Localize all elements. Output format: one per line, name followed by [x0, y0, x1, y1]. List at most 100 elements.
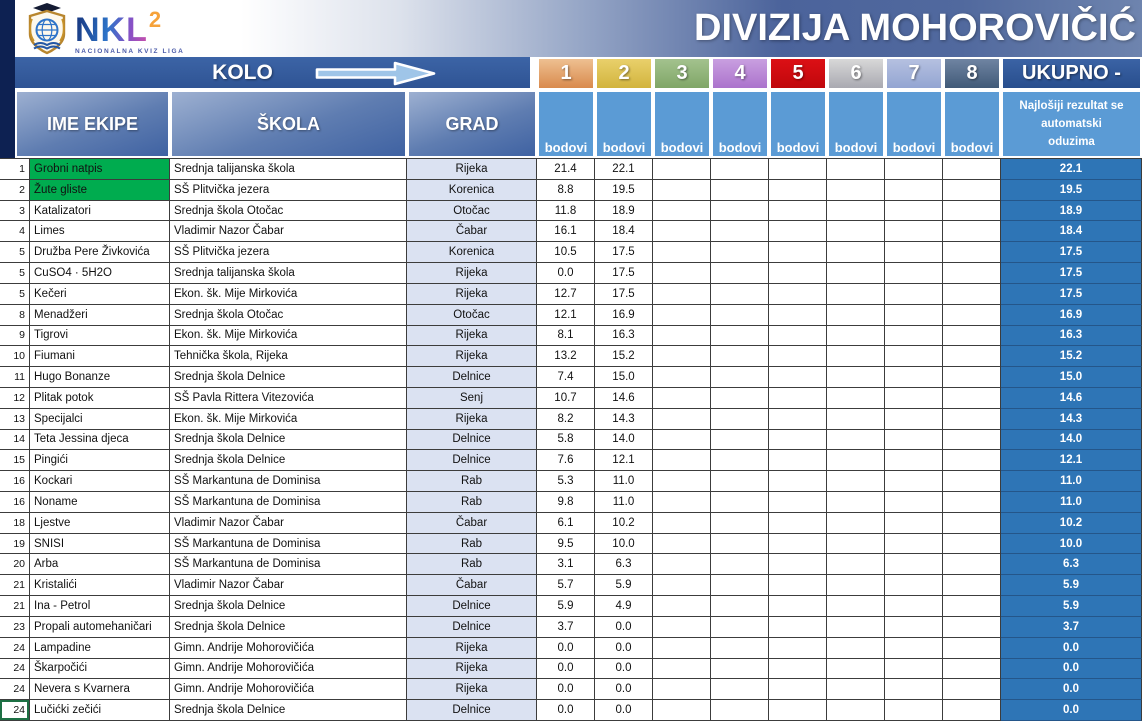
city-cell[interactable]: Senj: [407, 387, 537, 409]
team-name-cell[interactable]: Fiumani: [30, 346, 170, 368]
score-cell[interactable]: 19.5: [595, 179, 653, 201]
score-cell[interactable]: [827, 325, 885, 347]
score-cell[interactable]: [827, 575, 885, 597]
score-cell[interactable]: [885, 263, 943, 284]
score-cell[interactable]: [885, 575, 943, 597]
rank-cell[interactable]: 10: [0, 346, 30, 368]
score-cell[interactable]: [711, 242, 769, 264]
team-name-cell[interactable]: Noname: [30, 492, 170, 513]
round-5-header[interactable]: 5: [769, 57, 827, 90]
city-cell[interactable]: Rab: [407, 471, 537, 492]
score-cell[interactable]: [943, 387, 1001, 409]
score-cell[interactable]: [885, 658, 943, 680]
score-cell[interactable]: [885, 700, 943, 721]
score-cell[interactable]: 14.0: [595, 429, 653, 451]
score-cell[interactable]: [885, 367, 943, 388]
score-cell[interactable]: 5.9: [537, 596, 595, 617]
score-cell[interactable]: [711, 679, 769, 701]
score-cell[interactable]: [827, 387, 885, 409]
score-cell[interactable]: 6.1: [537, 512, 595, 534]
score-cell[interactable]: [711, 492, 769, 513]
score-cell[interactable]: 0.0: [595, 679, 653, 701]
score-cell[interactable]: [827, 159, 885, 180]
city-cell[interactable]: Rijeka: [407, 263, 537, 284]
score-cell[interactable]: [827, 263, 885, 284]
score-cell[interactable]: [943, 429, 1001, 451]
score-cell[interactable]: 9.5: [537, 533, 595, 555]
rank-cell[interactable]: 24: [0, 700, 30, 721]
score-cell[interactable]: 12.7: [537, 283, 595, 305]
score-cell[interactable]: [711, 512, 769, 534]
school-cell[interactable]: Ekon. šk. Mije Mirkovića: [170, 283, 407, 305]
school-cell[interactable]: Srednja škola Delnice: [170, 616, 407, 638]
score-cell[interactable]: 10.7: [537, 387, 595, 409]
city-cell[interactable]: Otočac: [407, 304, 537, 326]
score-cell[interactable]: [943, 367, 1001, 388]
school-cell[interactable]: Srednja talijanska škola: [170, 263, 407, 284]
rank-cell[interactable]: 18: [0, 512, 30, 534]
school-cell[interactable]: Vladimir Nazor Čabar: [170, 512, 407, 534]
score-cell[interactable]: 17.5: [595, 283, 653, 305]
score-cell[interactable]: [769, 658, 827, 680]
score-cell[interactable]: [711, 221, 769, 243]
score-cell[interactable]: [943, 283, 1001, 305]
score-cell[interactable]: [827, 596, 885, 617]
score-cell[interactable]: [769, 221, 827, 243]
total-cell[interactable]: 10.2: [1001, 512, 1142, 534]
total-cell[interactable]: 22.1: [1001, 159, 1142, 180]
score-cell[interactable]: [827, 533, 885, 555]
rank-cell[interactable]: 3: [0, 200, 30, 222]
city-cell[interactable]: Rijeka: [407, 346, 537, 368]
score-cell[interactable]: [827, 512, 885, 534]
score-cell[interactable]: [653, 387, 711, 409]
total-cell[interactable]: 14.6: [1001, 387, 1142, 409]
score-cell[interactable]: [943, 346, 1001, 368]
total-cell[interactable]: 17.5: [1001, 242, 1142, 264]
score-cell[interactable]: 17.5: [595, 242, 653, 264]
score-cell[interactable]: 3.7: [537, 616, 595, 638]
score-cell[interactable]: [653, 159, 711, 180]
score-cell[interactable]: [943, 616, 1001, 638]
score-cell[interactable]: 18.4: [595, 221, 653, 243]
score-cell[interactable]: 15.0: [595, 367, 653, 388]
rank-cell[interactable]: 1: [0, 159, 30, 180]
team-name-cell[interactable]: Pingići: [30, 450, 170, 472]
score-cell[interactable]: [943, 554, 1001, 576]
rank-cell[interactable]: 21: [0, 575, 30, 597]
score-cell[interactable]: [711, 200, 769, 222]
score-cell[interactable]: [943, 471, 1001, 492]
round-2-header[interactable]: 2: [595, 57, 653, 90]
score-cell[interactable]: 12.1: [537, 304, 595, 326]
city-cell[interactable]: Delnice: [407, 429, 537, 451]
score-cell[interactable]: [769, 700, 827, 721]
score-cell[interactable]: [885, 679, 943, 701]
score-cell[interactable]: [943, 492, 1001, 513]
total-cell[interactable]: 16.3: [1001, 325, 1142, 347]
score-cell[interactable]: [711, 658, 769, 680]
score-cell[interactable]: [653, 200, 711, 222]
team-name-cell[interactable]: Menadžeri: [30, 304, 170, 326]
rank-cell[interactable]: 16: [0, 492, 30, 513]
rank-cell[interactable]: 24: [0, 658, 30, 680]
total-cell[interactable]: 11.0: [1001, 471, 1142, 492]
score-cell[interactable]: [943, 575, 1001, 597]
total-cell[interactable]: 19.5: [1001, 179, 1142, 201]
score-cell[interactable]: [943, 159, 1001, 180]
score-cell[interactable]: 0.0: [537, 637, 595, 659]
score-cell[interactable]: 10.0: [595, 533, 653, 555]
score-cell[interactable]: [711, 575, 769, 597]
score-cell[interactable]: [653, 263, 711, 284]
total-cell[interactable]: 15.0: [1001, 367, 1142, 388]
round-8-header[interactable]: 8: [943, 57, 1001, 90]
school-cell[interactable]: Srednja škola Delnice: [170, 429, 407, 451]
city-cell[interactable]: Delnice: [407, 700, 537, 721]
team-name-cell[interactable]: Škarpočići: [30, 658, 170, 680]
rank-cell[interactable]: 13: [0, 408, 30, 430]
score-cell[interactable]: 5.9: [595, 575, 653, 597]
score-cell[interactable]: [827, 492, 885, 513]
school-cell[interactable]: Gimn. Andrije Mohorovičića: [170, 658, 407, 680]
score-cell[interactable]: [885, 596, 943, 617]
score-cell[interactable]: [943, 200, 1001, 222]
score-cell[interactable]: [653, 429, 711, 451]
school-cell[interactable]: Srednja škola Otočac: [170, 200, 407, 222]
